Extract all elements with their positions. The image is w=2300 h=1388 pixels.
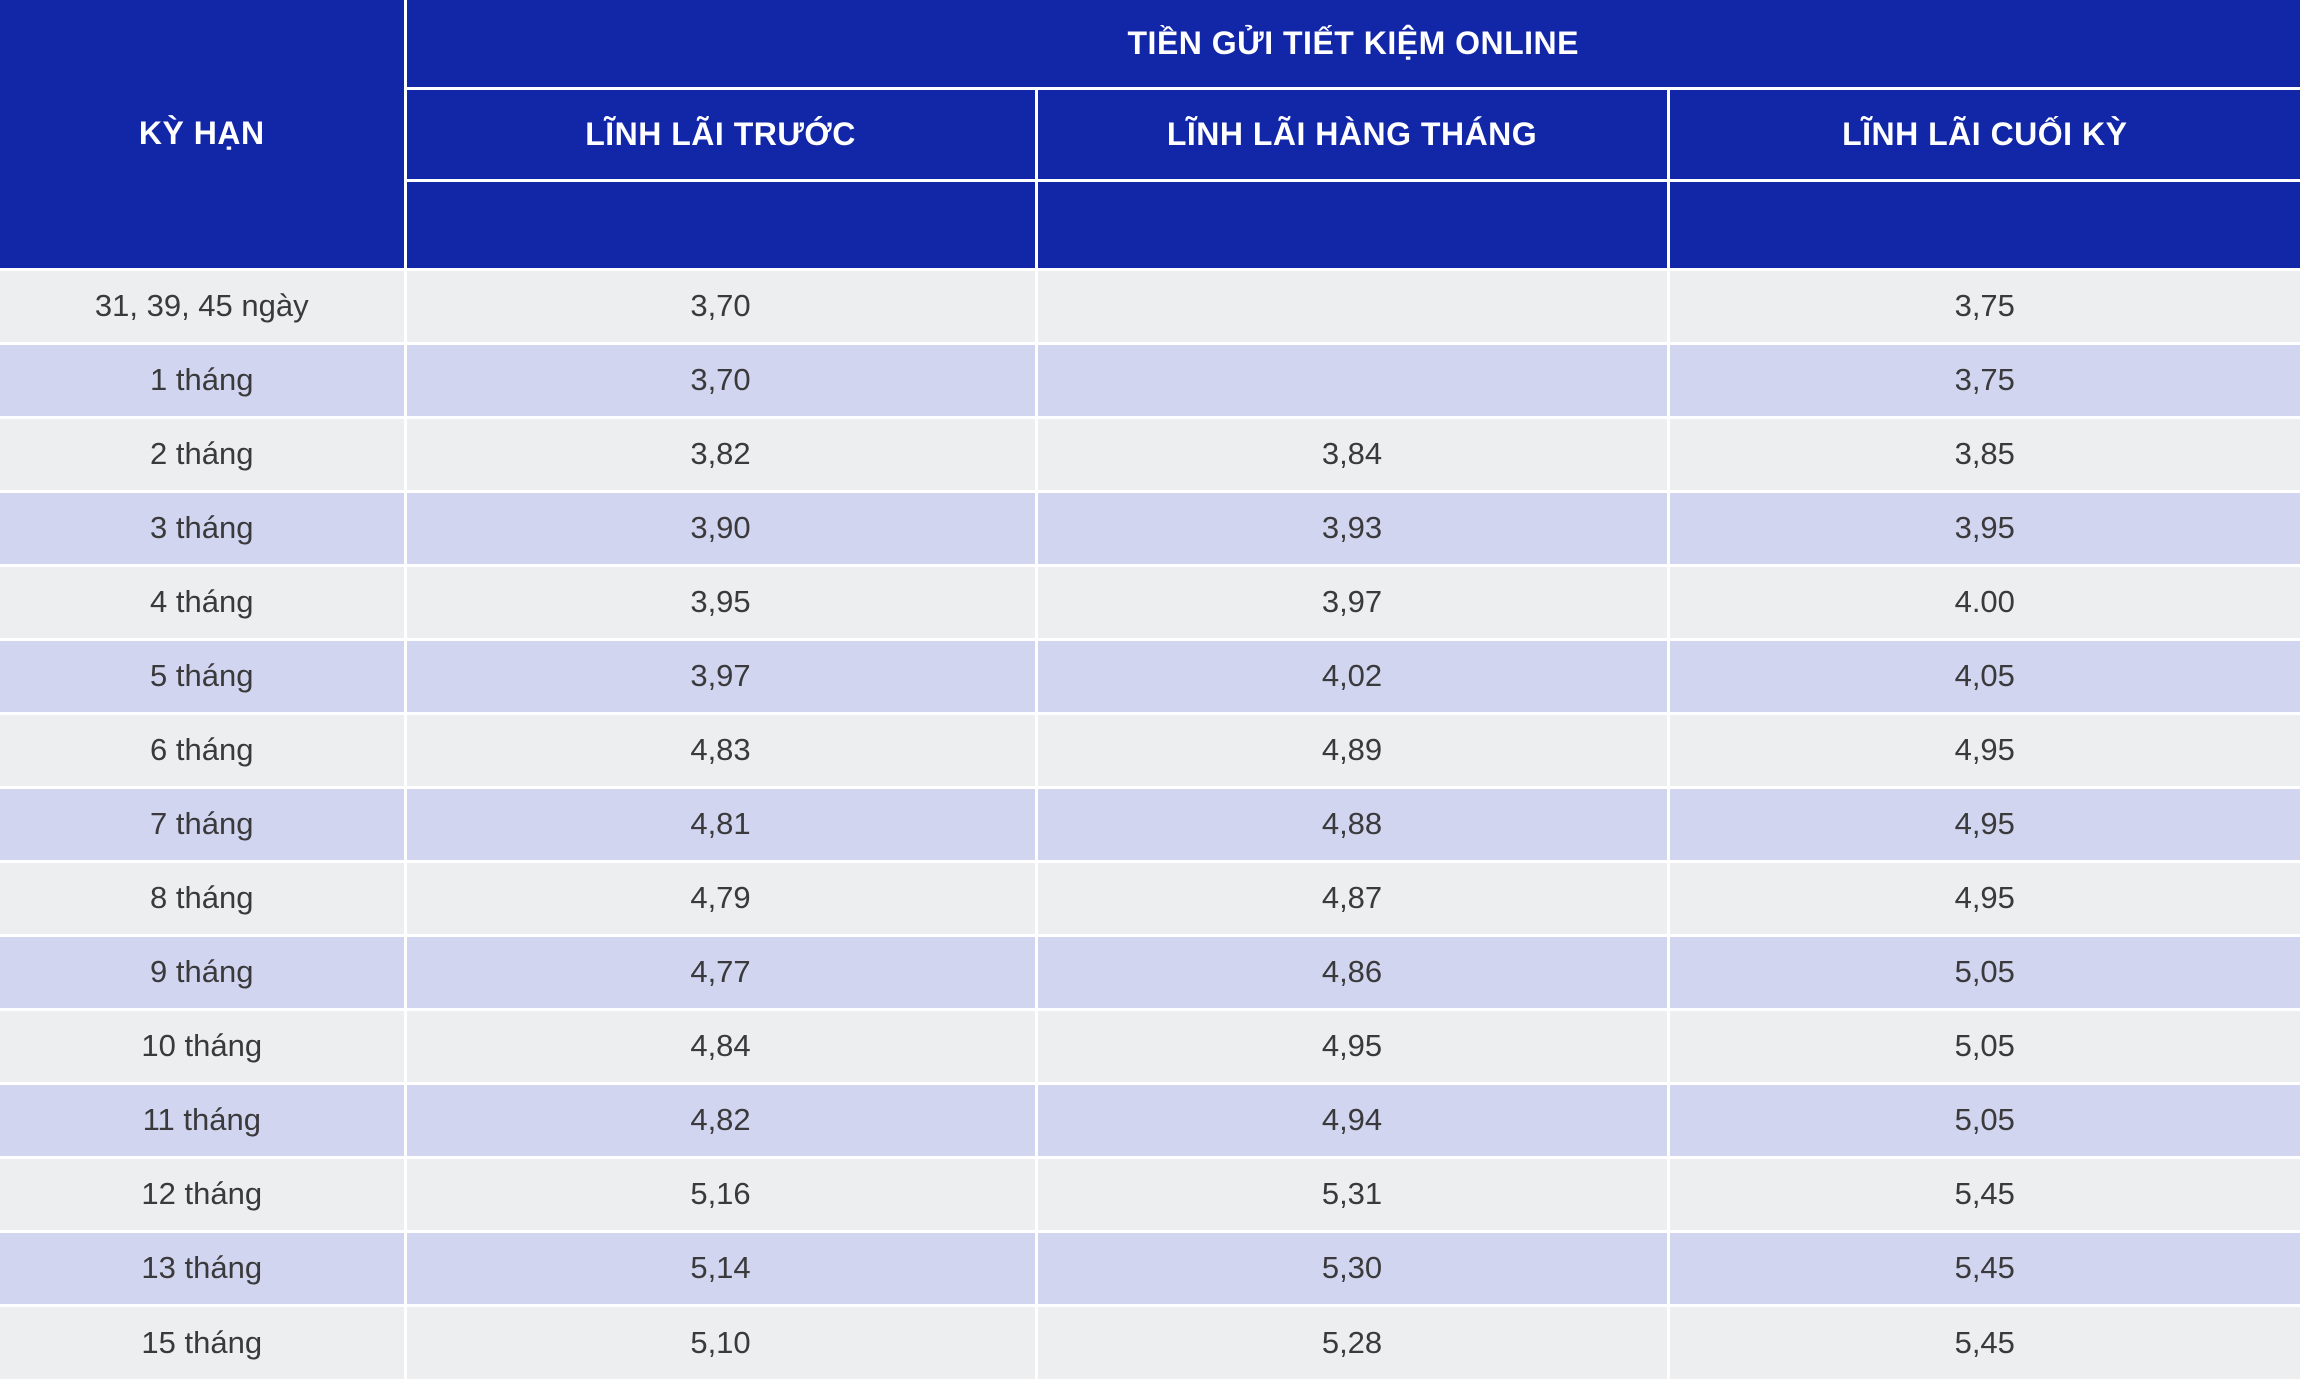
table-title: TIỀN GỬI TIẾT KIỆM ONLINE [403, 0, 2300, 90]
header-subcolumns-row: LĨNH LÃI TRƯỚC LĨNH LÃI HÀNG THÁNG LĨNH … [0, 86, 2300, 182]
rate-row: 13 tháng 5,14 5,30 5,45 [0, 1229, 2300, 1307]
rate-row: 31, 39, 45 ngày 3,70 3,75 [0, 267, 2300, 345]
rate-linh-lai-hang-thang-cell: 4,02 [1034, 637, 1670, 715]
rate-linh-lai-truoc-cell: 3,97 [403, 637, 1038, 715]
rate-row: 9 tháng 4,77 4,86 5,05 [0, 933, 2300, 1011]
term-cell: 31, 39, 45 ngày [0, 267, 407, 345]
term-cell: 12 tháng [0, 1155, 407, 1233]
rate-linh-lai-hang-thang-cell [1034, 267, 1670, 345]
rate-linh-lai-hang-thang-cell: 4,87 [1034, 859, 1670, 937]
column-header-linh-lai-hang-thang: LĨNH LÃI HÀNG THÁNG [1034, 86, 1670, 182]
rate-linh-lai-truoc-cell: 3,82 [403, 415, 1038, 493]
rate-linh-lai-cuoi-ky-cell: 3,85 [1666, 415, 2300, 493]
rate-linh-lai-truoc-cell: 4,77 [403, 933, 1038, 1011]
rate-linh-lai-hang-thang-cell: 5,28 [1034, 1303, 1670, 1379]
rate-linh-lai-hang-thang-cell [1034, 341, 1670, 419]
rate-linh-lai-cuoi-ky-cell: 4,05 [1666, 637, 2300, 715]
rate-linh-lai-cuoi-ky-cell: 3,95 [1666, 489, 2300, 567]
term-cell: 4 tháng [0, 563, 407, 641]
rate-linh-lai-hang-thang-cell: 4,89 [1034, 711, 1670, 789]
rate-linh-lai-cuoi-ky-cell: 3,75 [1666, 267, 2300, 345]
rate-row: 6 tháng 4,83 4,89 4,95 [0, 711, 2300, 789]
header-spacer-cell [1666, 178, 2300, 271]
rate-row: 4 tháng 3,95 3,97 4.00 [0, 563, 2300, 641]
rate-row: 7 tháng 4,81 4,88 4,95 [0, 785, 2300, 863]
term-cell: 3 tháng [0, 489, 407, 567]
header-spacer-cell [405, 178, 1038, 271]
rate-linh-lai-truoc-cell: 5,14 [403, 1229, 1038, 1307]
rate-row: 11 tháng 4,82 4,94 5,05 [0, 1081, 2300, 1159]
rate-linh-lai-cuoi-ky-cell: 5,45 [1666, 1155, 2300, 1233]
rate-linh-lai-cuoi-ky-cell: 5,05 [1666, 1007, 2300, 1085]
rate-linh-lai-truoc-cell: 5,10 [403, 1303, 1038, 1379]
rate-linh-lai-cuoi-ky-cell: 4.00 [1666, 563, 2300, 641]
rate-linh-lai-truoc-cell: 3,70 [403, 341, 1038, 419]
rate-linh-lai-cuoi-ky-cell: 5,45 [1666, 1303, 2300, 1379]
rate-linh-lai-cuoi-ky-cell: 4,95 [1666, 859, 2300, 937]
rate-linh-lai-truoc-cell: 4,79 [403, 859, 1038, 937]
rate-linh-lai-cuoi-ky-cell: 4,95 [1666, 785, 2300, 863]
rate-linh-lai-truoc-cell: 3,95 [403, 563, 1038, 641]
rate-linh-lai-truoc-cell: 4,81 [403, 785, 1038, 863]
rate-linh-lai-truoc-cell: 4,82 [403, 1081, 1038, 1159]
rate-linh-lai-truoc-cell: 5,16 [403, 1155, 1038, 1233]
term-column-header: KỲ HẠN [0, 0, 407, 271]
rate-linh-lai-truoc-cell: 3,90 [403, 489, 1038, 567]
term-cell: 15 tháng [0, 1303, 407, 1379]
rate-linh-lai-hang-thang-cell: 4,88 [1034, 785, 1670, 863]
rate-linh-lai-cuoi-ky-cell: 5,45 [1666, 1229, 2300, 1307]
rate-linh-lai-truoc-cell: 3,70 [403, 267, 1038, 345]
rate-linh-lai-hang-thang-cell: 5,30 [1034, 1229, 1670, 1307]
term-cell: 7 tháng [0, 785, 407, 863]
term-cell: 8 tháng [0, 859, 407, 937]
term-cell: 1 tháng [0, 341, 407, 419]
rate-row: 12 tháng 5,16 5,31 5,45 [0, 1155, 2300, 1233]
rate-linh-lai-truoc-cell: 4,83 [403, 711, 1038, 789]
rate-row: 3 tháng 3,90 3,93 3,95 [0, 489, 2300, 567]
term-cell: 11 tháng [0, 1081, 407, 1159]
header-title-row: KỲ HẠN TIỀN GỬI TIẾT KIỆM ONLINE [0, 0, 2300, 271]
header-spacer-row [0, 178, 2300, 271]
term-cell: 13 tháng [0, 1229, 407, 1307]
rate-linh-lai-truoc-cell: 4,84 [403, 1007, 1038, 1085]
rate-linh-lai-hang-thang-cell: 4,95 [1034, 1007, 1670, 1085]
rate-row: 1 tháng 3,70 3,75 [0, 341, 2300, 419]
column-header-linh-lai-cuoi-ky: LĨNH LÃI CUỐI KỲ [1666, 86, 2300, 182]
rate-linh-lai-cuoi-ky-cell: 4,95 [1666, 711, 2300, 789]
rate-linh-lai-cuoi-ky-cell: 5,05 [1666, 933, 2300, 1011]
column-header-linh-lai-truoc: LĨNH LÃI TRƯỚC [405, 86, 1038, 182]
rate-row: 5 tháng 3,97 4,02 4,05 [0, 637, 2300, 715]
rate-row: 10 tháng 4,84 4,95 5,05 [0, 1007, 2300, 1085]
rate-linh-lai-cuoi-ky-cell: 3,75 [1666, 341, 2300, 419]
rate-linh-lai-hang-thang-cell: 3,84 [1034, 415, 1670, 493]
term-cell: 9 tháng [0, 933, 407, 1011]
rate-row: 8 tháng 4,79 4,87 4,95 [0, 859, 2300, 937]
rate-linh-lai-cuoi-ky-cell: 5,05 [1666, 1081, 2300, 1159]
term-cell: 5 tháng [0, 637, 407, 715]
rate-row: 2 tháng 3,82 3,84 3,85 [0, 415, 2300, 493]
term-cell: 2 tháng [0, 415, 407, 493]
rate-linh-lai-hang-thang-cell: 5,31 [1034, 1155, 1670, 1233]
term-cell: 6 tháng [0, 711, 407, 789]
header-spacer-cell [1034, 178, 1670, 271]
rate-linh-lai-hang-thang-cell: 3,97 [1034, 563, 1670, 641]
rate-row: 15 tháng 5,10 5,28 5,45 [0, 1303, 2300, 1379]
rate-table-header: KỲ HẠN TIỀN GỬI TIẾT KIỆM ONLINE LĨNH LÃ… [0, 0, 2300, 271]
rate-table-body: 31, 39, 45 ngày 3,70 3,75 1 tháng 3,70 3… [0, 267, 2300, 1379]
term-cell: 10 tháng [0, 1007, 407, 1085]
rate-linh-lai-hang-thang-cell: 4,94 [1034, 1081, 1670, 1159]
rate-linh-lai-hang-thang-cell: 3,93 [1034, 489, 1670, 567]
rate-linh-lai-hang-thang-cell: 4,86 [1034, 933, 1670, 1011]
